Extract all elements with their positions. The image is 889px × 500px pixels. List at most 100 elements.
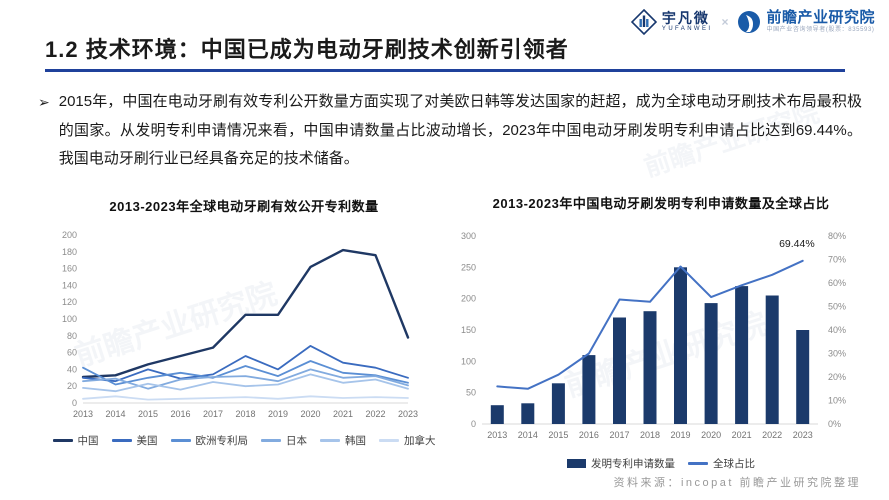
legend-line-swatch — [320, 439, 340, 442]
chart-right-canvas: 0 50 100 150 200 250 300 0% 10% 20% 30% 40% 50% 60% 70… — [461, 231, 846, 440]
header-logos: 宇凡微 YUFANWEI × 前瞻产业研究院 中国产业咨询领导者(股票：8355… — [630, 9, 875, 35]
legend-line-swatch — [261, 439, 281, 442]
svg-text:2021: 2021 — [333, 409, 353, 419]
svg-text:0: 0 — [72, 398, 77, 408]
bullet-text: 2015年，中国在电动牙刷有效专利公开数量方面实现了对美欧日韩等发达国家的赶超，… — [58, 93, 862, 167]
bar-2018 — [643, 311, 657, 424]
title-underline — [45, 69, 845, 72]
logo-separator: × — [721, 15, 729, 29]
chart-left-legend: 中国 美国 欧洲专利局 日本 韩国 加拿大 — [48, 433, 440, 448]
qianzhan-logo: 前瞻产业研究院 中国产业咨询领导者(股票：835593) — [737, 10, 875, 34]
legend-item: 发明专利申请数量 — [567, 456, 675, 471]
legend-line-swatch — [52, 439, 73, 442]
x-axis: 2013 2014 2015 2016 2017 2018 2019 2020 2021 2022… — [73, 409, 418, 419]
svg-text:20%: 20% — [828, 372, 846, 382]
svg-text:160: 160 — [62, 264, 77, 274]
series-line-4 — [82, 373, 409, 393]
bullet-marker: ➢ — [38, 94, 50, 110]
svg-text:2020: 2020 — [300, 409, 320, 419]
legend-item: 美国 — [111, 433, 158, 448]
page-title: 1.2 技术环境：中国已成为电动牙刷技术创新引领者 — [45, 37, 569, 62]
series-line-5 — [82, 395, 409, 401]
chart-right-legend: 发明专利申请数量 全球占比 — [450, 456, 872, 471]
bar-series — [490, 267, 810, 424]
legend-item: 加拿大 — [379, 433, 436, 448]
bar-2022 — [765, 295, 779, 424]
svg-text:2018: 2018 — [640, 430, 660, 440]
svg-text:2023: 2023 — [398, 409, 418, 419]
legend-item: 韩国 — [320, 433, 366, 448]
legend-item: 中国 — [52, 433, 99, 448]
share-line — [496, 259, 804, 390]
bar-2014 — [521, 403, 535, 424]
legend-label: 加拿大 — [404, 435, 436, 447]
svg-text:2015: 2015 — [138, 409, 158, 419]
svg-text:2014: 2014 — [518, 430, 538, 440]
china-application-combo-chart: 2013-2023年中国电动牙刷发明专利申请数量及全球占比 0 50 100 150 2… — [450, 193, 872, 471]
y-axis-right: 0% 10% 20% 30% 40% 50% 60% 70% 80% — [828, 231, 846, 429]
chart-left-title: 2013-2023年全球电动牙刷有效公开专利数量 — [109, 199, 379, 214]
qianzhan-logo-subtext: 中国产业咨询领导者(股票：835593) — [766, 26, 875, 33]
svg-text:120: 120 — [62, 297, 77, 307]
svg-text:40: 40 — [67, 364, 77, 374]
legend-label: 欧洲专利局 — [195, 435, 249, 447]
svg-text:2022: 2022 — [762, 430, 782, 440]
bar-2016 — [582, 355, 596, 424]
svg-text:200: 200 — [62, 230, 77, 240]
svg-text:140: 140 — [62, 280, 77, 290]
source-note: 资料来源：incopat 前瞻产业研究院整理 — [613, 477, 861, 489]
yufanwei-logo-text: 宇凡微 — [661, 10, 710, 26]
legend-label: 韩国 — [345, 435, 366, 447]
svg-text:2023: 2023 — [793, 430, 813, 440]
svg-text:2019: 2019 — [671, 430, 691, 440]
svg-text:2017: 2017 — [203, 409, 223, 419]
svg-text:50%: 50% — [828, 302, 846, 312]
legend-bar-swatch — [567, 459, 586, 468]
bar-2017 — [613, 317, 626, 424]
bar-2019 — [674, 267, 687, 424]
svg-text:2022: 2022 — [365, 409, 385, 419]
svg-text:60: 60 — [67, 348, 77, 358]
svg-text:80: 80 — [67, 331, 77, 341]
svg-text:250: 250 — [461, 262, 476, 272]
svg-text:2017: 2017 — [609, 430, 629, 440]
svg-text:2018: 2018 — [235, 409, 255, 419]
bar-2015 — [551, 383, 565, 424]
x-axis: 2013 2014 2015 2016 2017 2018 2019 2020 2021 2022… — [487, 430, 812, 440]
legend-label: 全球占比 — [713, 458, 755, 470]
qianzhan-logo-icon — [738, 11, 761, 33]
svg-text:2014: 2014 — [105, 409, 125, 419]
svg-text:2019: 2019 — [268, 409, 288, 419]
legend-label: 中国 — [77, 435, 99, 447]
line-annotation: 69.44% — [779, 238, 815, 250]
legend-line-swatch — [111, 439, 132, 442]
legend-line-swatch — [379, 439, 399, 442]
svg-text:20: 20 — [67, 381, 77, 391]
svg-text:150: 150 — [461, 325, 476, 335]
svg-text:30%: 30% — [828, 349, 846, 359]
bar-2021 — [735, 286, 749, 424]
series-line-0 — [81, 248, 410, 379]
svg-text:100: 100 — [62, 314, 77, 324]
svg-text:2021: 2021 — [732, 430, 752, 440]
legend-label: 日本 — [286, 435, 307, 447]
svg-text:50: 50 — [466, 388, 476, 398]
series-line-2 — [82, 360, 409, 386]
svg-text:70%: 70% — [828, 255, 846, 265]
yufanwei-logo: 宇凡微 YUFANWEI — [630, 9, 713, 35]
svg-text:80%: 80% — [828, 231, 846, 241]
svg-text:2013: 2013 — [487, 430, 507, 440]
yufanwei-logo-icon — [630, 9, 657, 35]
legend-item: 日本 — [261, 433, 307, 448]
svg-text:100: 100 — [461, 356, 476, 366]
series-line-1 — [82, 345, 409, 383]
bar-2013 — [490, 405, 504, 424]
qianzhan-logo-text: 前瞻产业研究院 — [766, 9, 875, 27]
legend-label: 发明专利申请数量 — [591, 458, 675, 470]
chart-right-title: 2013-2023年中国电动牙刷发明专利申请数量及全球占比 — [492, 196, 830, 211]
svg-text:40%: 40% — [828, 325, 846, 335]
svg-text:0: 0 — [471, 419, 476, 429]
svg-text:2020: 2020 — [701, 430, 721, 440]
